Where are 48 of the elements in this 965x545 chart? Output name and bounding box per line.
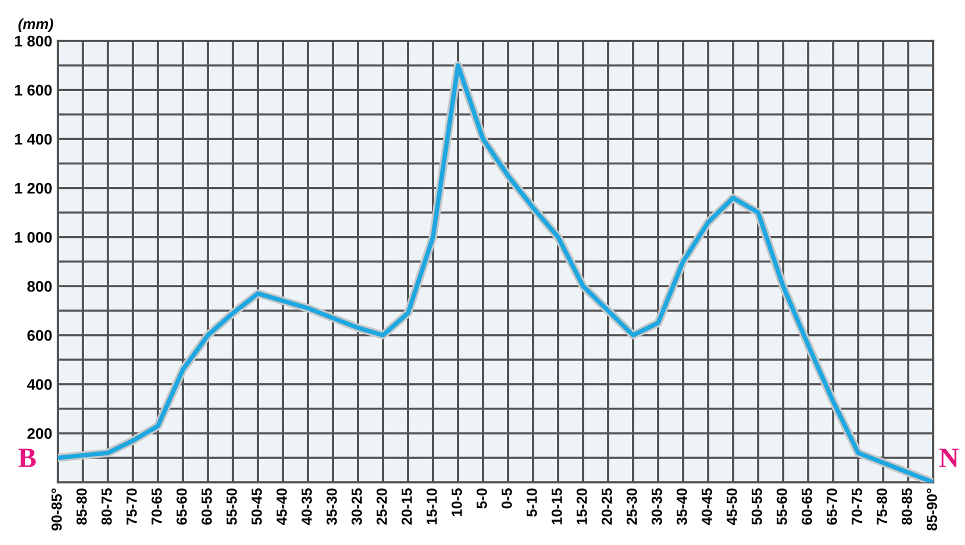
x-tick-label: 30-35 xyxy=(652,488,662,525)
x-tick-label: 40-45 xyxy=(702,488,712,525)
x-tick-label: 25-20 xyxy=(376,488,387,525)
x-tick-label: 55-50 xyxy=(226,488,237,525)
y-tick-label: 1 600 xyxy=(15,84,52,96)
y-tick-label: 800 xyxy=(27,280,52,292)
text: N xyxy=(939,448,959,467)
x-tick-label: 65-70 xyxy=(826,488,838,525)
x-tick-label: 90-85° xyxy=(51,488,62,530)
x-tick-label: 85-90° xyxy=(926,488,938,531)
x-tick-label: 75-80 xyxy=(876,488,888,525)
x-tick-label: 20-25 xyxy=(602,488,612,525)
x-tick-label: 70-65 xyxy=(152,488,162,525)
x-tick-label: 40-35 xyxy=(302,488,312,525)
x-tick-label: 80-85 xyxy=(902,488,912,525)
x-tick-label: 0-5 xyxy=(502,488,512,508)
y-tick-label: 1 000 xyxy=(15,232,52,243)
x-tick-label: 75-70 xyxy=(126,488,137,525)
x-tick-label: 45-40 xyxy=(276,488,287,525)
x-tick-label: 25-30 xyxy=(626,488,638,525)
x-tick-label: 35-30 xyxy=(326,488,337,525)
x-tick-label: 85-80 xyxy=(76,488,87,525)
x-tick-label: 10-15 xyxy=(552,488,562,524)
x-tick-label: 70-75 xyxy=(852,488,862,525)
x-tick-label: 15-10 xyxy=(426,488,437,524)
x-tick-label: 10-5 xyxy=(452,488,462,516)
y-tick-label: 600 xyxy=(27,330,52,341)
y-tick-label: 1 400 xyxy=(15,134,52,145)
x-tick-label: 5-0 xyxy=(476,488,487,509)
x-tick-label: 50-55 xyxy=(752,488,762,525)
y-tick-label: 200 xyxy=(27,428,52,439)
x-tick-label: 50-45 xyxy=(252,488,262,525)
text: B xyxy=(18,448,36,468)
y-tick-label: 1 800 xyxy=(15,36,52,47)
x-tick-label: 30-25 xyxy=(352,488,362,525)
x-tick-label: 60-65 xyxy=(802,488,812,525)
x-tick-label: 60-55 xyxy=(202,488,212,525)
x-tick-label: 15-20 xyxy=(576,488,587,524)
x-tick-label: 55-60 xyxy=(776,488,788,525)
y-tick-label: 1 200 xyxy=(15,182,52,194)
x-tick-label: 5-10 xyxy=(526,488,537,517)
y-tick-label: 400 xyxy=(27,379,52,390)
x-tick-label: 80-75 xyxy=(102,488,112,525)
x-tick-label: 45-50 xyxy=(726,488,738,525)
y-axis-title: (mm) xyxy=(18,18,54,32)
x-tick-label: 65-60 xyxy=(176,488,187,525)
x-tick-label: 35-40 xyxy=(676,488,688,525)
x-tick-label: 20-15 xyxy=(402,488,412,525)
